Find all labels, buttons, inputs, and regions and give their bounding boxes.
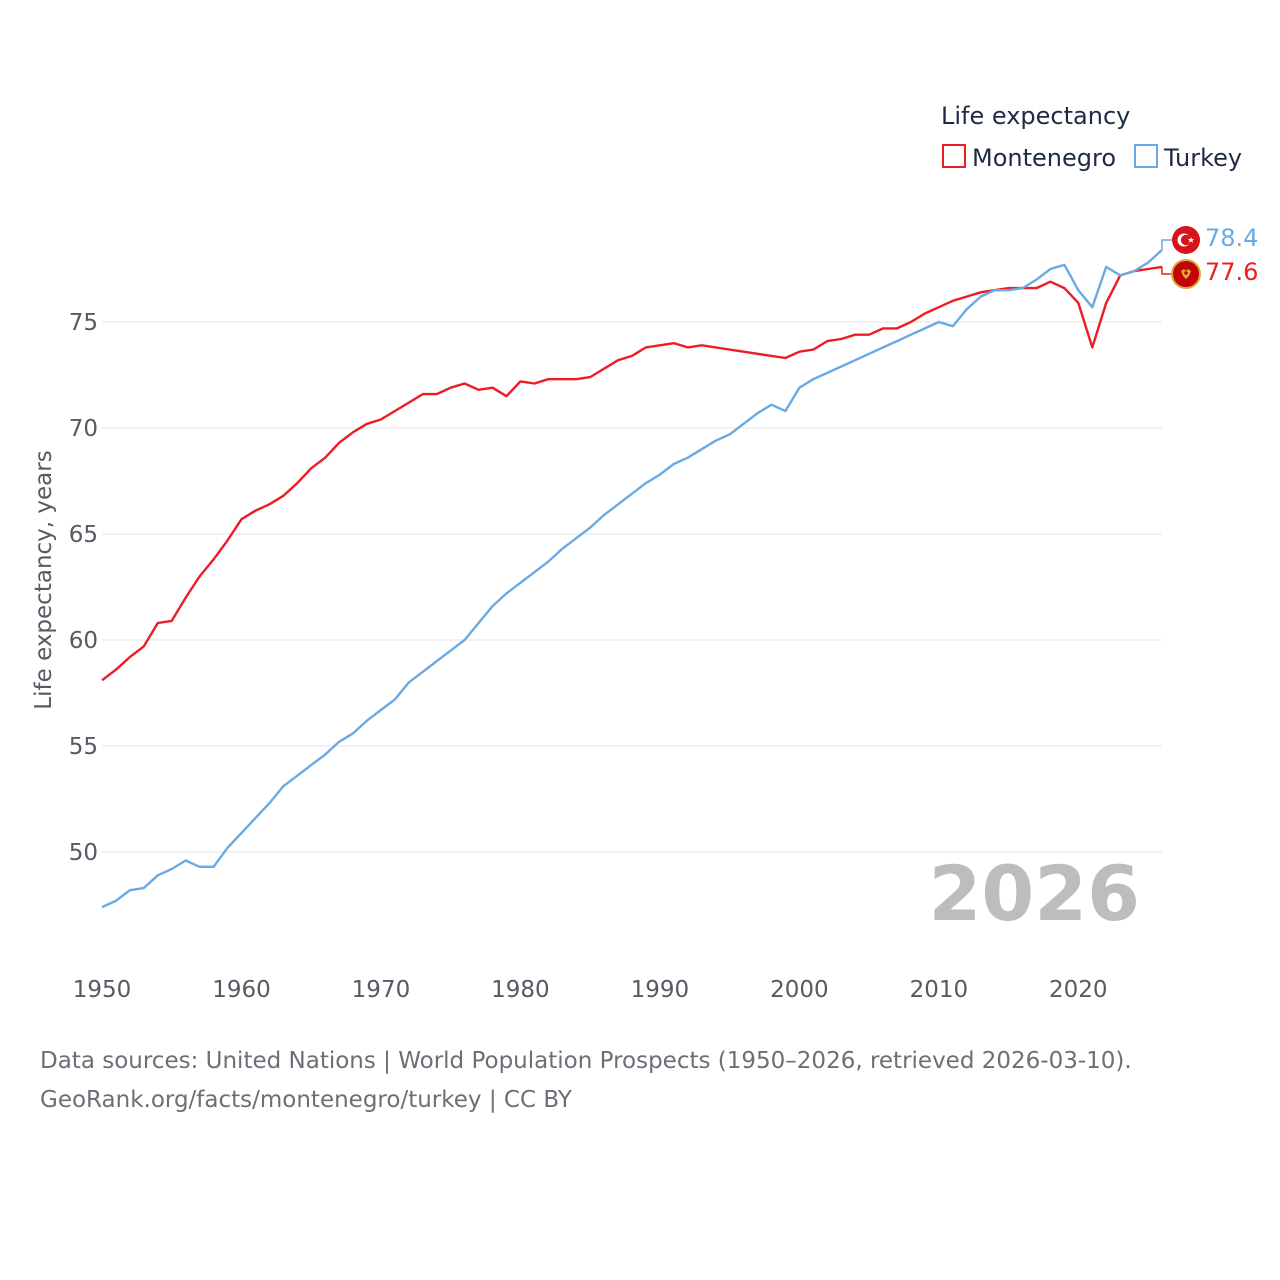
y-tick-label: 75: [69, 310, 98, 336]
x-axis-tick-labels: 1950 1960 1970 1980 1990 2000 2010 2020: [73, 977, 1108, 1003]
x-tick-label: 1960: [212, 977, 271, 1003]
turkey-leader-line: [1161, 239, 1172, 250]
y-tick-label: 50: [69, 840, 98, 866]
y-axis-tick-labels: 50 55 60 65 70 75: [69, 310, 98, 866]
end-labels: 78.4 77.6: [1161, 224, 1258, 289]
legend-title: Life expectancy: [941, 102, 1130, 130]
y-axis-title: Life expectancy, years: [31, 450, 57, 709]
y-tick-label: 55: [69, 734, 98, 760]
y-tick-label: 70: [69, 416, 98, 442]
montenegro-leader-line: [1161, 266, 1172, 275]
series-line-montenegro[interactable]: [101, 265, 1163, 682]
x-tick-label: 2020: [1049, 977, 1108, 1003]
source-line-1: Data sources: United Nations | World Pop…: [40, 1048, 1132, 1074]
y-tick-label: 60: [69, 628, 98, 654]
x-tick-label: 1950: [73, 977, 132, 1003]
y-gridlines: [102, 321, 1162, 853]
montenegro-flag-icon: [1171, 259, 1201, 289]
x-tick-label: 2010: [910, 977, 969, 1003]
turkey-flag-icon: [1172, 226, 1200, 254]
legend-label-montenegro[interactable]: Montenegro: [972, 144, 1116, 172]
legend-label-turkey[interactable]: Turkey: [1163, 144, 1242, 172]
legend: Life expectancy Montenegro Turkey: [941, 102, 1242, 172]
x-tick-label: 2000: [770, 977, 829, 1003]
turkey-end-value: 78.4: [1205, 224, 1258, 252]
x-tick-label: 1990: [631, 977, 690, 1003]
series-lines: [101, 249, 1163, 909]
year-watermark: 2026: [928, 849, 1140, 938]
x-tick-label: 1970: [352, 977, 411, 1003]
y-tick-label: 65: [69, 522, 98, 548]
legend-swatch-montenegro[interactable]: [942, 144, 966, 168]
legend-swatch-turkey[interactable]: [1134, 144, 1158, 168]
source-note: Data sources: United Nations | World Pop…: [40, 1042, 1240, 1120]
source-line-2[interactable]: GeoRank.org/facts/montenegro/turkey | CC…: [40, 1087, 572, 1113]
series-line-turkey[interactable]: [101, 249, 1163, 909]
x-tick-label: 1980: [491, 977, 550, 1003]
montenegro-end-value: 77.6: [1205, 258, 1258, 286]
